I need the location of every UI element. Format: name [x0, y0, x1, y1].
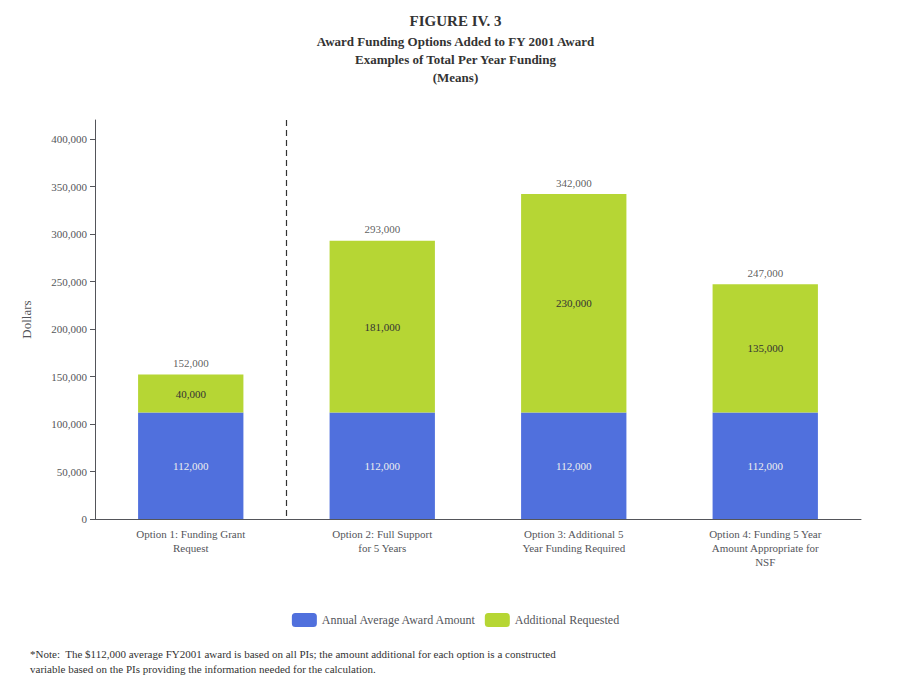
svg-text:250,000: 250,000 [51, 276, 87, 288]
svg-text:135,000: 135,000 [747, 342, 783, 354]
svg-text:112,000: 112,000 [748, 460, 784, 472]
svg-text:150,000: 150,000 [51, 371, 87, 383]
svg-text:50,000: 50,000 [57, 466, 88, 478]
svg-text:152,000: 152,000 [173, 357, 209, 369]
svg-text:Award Funding Options Added to: Award Funding Options Added to FY 2001 A… [317, 34, 595, 49]
svg-text:Additional Requested: Additional Requested [515, 613, 619, 627]
svg-text:100,000: 100,000 [51, 418, 87, 430]
svg-text:Option 2: Full Support: Option 2: Full Support [332, 528, 432, 540]
svg-text:Option 1: Funding Grant: Option 1: Funding Grant [136, 528, 245, 540]
svg-text:400,000: 400,000 [51, 133, 87, 145]
svg-text:112,000: 112,000 [556, 460, 592, 472]
svg-text:(Means): (Means) [433, 70, 479, 85]
svg-text:NSF: NSF [755, 556, 775, 568]
svg-text:Year Funding Required: Year Funding Required [522, 542, 625, 554]
svg-text:247,000: 247,000 [747, 267, 783, 279]
svg-text:*Note: The $112,000 average F: *Note: The $112,000 average FY2001 award… [30, 648, 556, 660]
svg-text:181,000: 181,000 [364, 321, 400, 333]
svg-text:Amount Appropriate for: Amount Appropriate for [712, 542, 819, 554]
svg-text:Request: Request [173, 542, 208, 554]
svg-text:Option 4: Funding 5 Year: Option 4: Funding 5 Year [709, 528, 821, 540]
svg-text:112,000: 112,000 [365, 460, 401, 472]
svg-text:variable based on the PIs prov: variable based on the PIs providing the … [30, 663, 376, 675]
svg-text:112,000: 112,000 [173, 460, 209, 472]
svg-text:Annual Average Award Amount: Annual Average Award Amount [322, 613, 476, 627]
svg-text:FIGURE IV. 3: FIGURE IV. 3 [410, 13, 502, 29]
svg-text:Option 3: Additional 5: Option 3: Additional 5 [524, 528, 624, 540]
svg-text:40,000: 40,000 [176, 388, 207, 400]
svg-text:230,000: 230,000 [556, 297, 592, 309]
svg-text:300,000: 300,000 [51, 228, 87, 240]
svg-text:for 5 Years: for 5 Years [358, 542, 406, 554]
svg-text:Examples of Total Per Year Fun: Examples of Total Per Year Funding [355, 52, 556, 67]
svg-text:0: 0 [82, 513, 88, 525]
svg-text:Dollars: Dollars [19, 300, 34, 338]
svg-text:200,000: 200,000 [51, 323, 87, 335]
svg-text:350,000: 350,000 [51, 181, 87, 193]
svg-text:342,000: 342,000 [556, 177, 592, 189]
svg-text:293,000: 293,000 [364, 223, 400, 235]
